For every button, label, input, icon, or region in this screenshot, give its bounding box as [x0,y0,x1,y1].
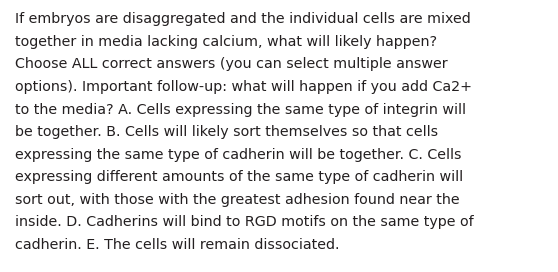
Text: cadherin. E. The cells will remain dissociated.: cadherin. E. The cells will remain disso… [15,238,340,252]
Text: inside. D. Cadherins will bind to RGD motifs on the same type of: inside. D. Cadherins will bind to RGD mo… [15,215,474,229]
Text: together in media lacking calcium, what will likely happen?: together in media lacking calcium, what … [15,35,437,49]
Text: to the media? A. Cells expressing the same type of integrin will: to the media? A. Cells expressing the sa… [15,103,466,116]
Text: be together. B. Cells will likely sort themselves so that cells: be together. B. Cells will likely sort t… [15,125,438,139]
Text: sort out, with those with the greatest adhesion found near the: sort out, with those with the greatest a… [15,193,460,207]
Text: expressing the same type of cadherin will be together. C. Cells: expressing the same type of cadherin wil… [15,148,461,162]
Text: expressing different amounts of the same type of cadherin will: expressing different amounts of the same… [15,170,463,184]
Text: Choose ALL correct answers (you can select multiple answer: Choose ALL correct answers (you can sele… [15,57,448,71]
Text: If embryos are disaggregated and the individual cells are mixed: If embryos are disaggregated and the ind… [15,12,471,26]
Text: options). Important follow-up: what will happen if you add Ca2+: options). Important follow-up: what will… [15,80,472,94]
